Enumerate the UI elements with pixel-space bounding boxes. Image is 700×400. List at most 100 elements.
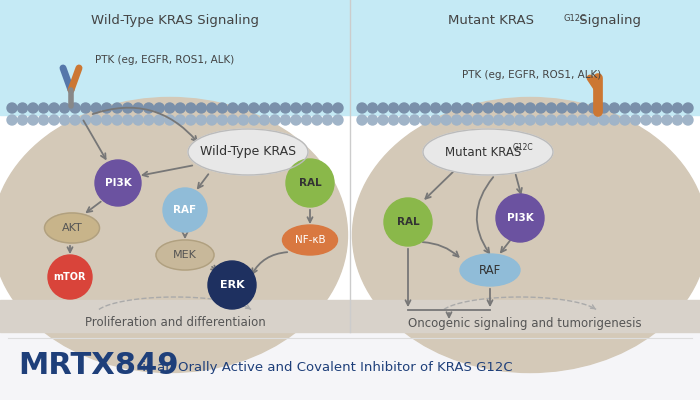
Circle shape	[599, 115, 609, 125]
Circle shape	[164, 115, 175, 125]
Circle shape	[378, 103, 388, 113]
Circle shape	[641, 115, 651, 125]
Bar	[0, 0, 350, 115]
Circle shape	[399, 115, 409, 125]
Circle shape	[175, 103, 186, 113]
Circle shape	[163, 188, 207, 232]
Ellipse shape	[156, 240, 214, 270]
Circle shape	[494, 103, 504, 113]
Circle shape	[620, 103, 630, 113]
Text: is an Orally Active and Covalent Inhibitor of KRAS G12C: is an Orally Active and Covalent Inhibit…	[138, 362, 512, 374]
Bar	[350, 0, 700, 115]
Circle shape	[357, 103, 367, 113]
Circle shape	[18, 115, 27, 125]
Circle shape	[217, 115, 228, 125]
Circle shape	[70, 103, 80, 113]
Circle shape	[302, 103, 312, 113]
Circle shape	[144, 103, 154, 113]
Circle shape	[652, 115, 662, 125]
Text: Mutant KRAS: Mutant KRAS	[448, 14, 534, 27]
Circle shape	[514, 115, 525, 125]
Circle shape	[144, 115, 154, 125]
Circle shape	[102, 115, 111, 125]
Circle shape	[164, 103, 175, 113]
Circle shape	[536, 115, 546, 125]
Circle shape	[154, 103, 164, 113]
Bar	[0, 300, 350, 332]
Circle shape	[60, 115, 69, 125]
Circle shape	[312, 103, 322, 113]
Circle shape	[567, 115, 577, 125]
Circle shape	[546, 115, 556, 125]
Circle shape	[302, 115, 312, 125]
Circle shape	[410, 115, 419, 125]
Circle shape	[217, 103, 228, 113]
Circle shape	[420, 115, 430, 125]
Circle shape	[389, 115, 398, 125]
Circle shape	[384, 198, 432, 246]
Circle shape	[270, 115, 280, 125]
Circle shape	[578, 115, 588, 125]
Circle shape	[281, 115, 290, 125]
Circle shape	[494, 115, 504, 125]
Text: MRTX849: MRTX849	[18, 350, 178, 380]
Circle shape	[483, 103, 493, 113]
Circle shape	[291, 115, 301, 125]
Circle shape	[399, 103, 409, 113]
Circle shape	[60, 103, 69, 113]
Circle shape	[112, 115, 122, 125]
Circle shape	[206, 103, 217, 113]
Circle shape	[49, 115, 59, 125]
Circle shape	[7, 115, 17, 125]
Circle shape	[112, 103, 122, 113]
Text: NF-κB: NF-κB	[295, 235, 326, 245]
Circle shape	[389, 103, 398, 113]
Text: G12C: G12C	[512, 144, 533, 152]
Circle shape	[410, 103, 419, 113]
Ellipse shape	[283, 225, 337, 255]
Text: Oncogenic signaling and tumorigenesis: Oncogenic signaling and tumorigenesis	[408, 316, 642, 330]
Circle shape	[48, 255, 92, 299]
Circle shape	[18, 103, 27, 113]
Circle shape	[483, 115, 493, 125]
Text: Mutant KRAS: Mutant KRAS	[445, 146, 521, 160]
Circle shape	[333, 103, 343, 113]
Circle shape	[133, 115, 144, 125]
Ellipse shape	[353, 98, 700, 372]
Circle shape	[599, 103, 609, 113]
Circle shape	[589, 103, 598, 113]
Circle shape	[196, 103, 206, 113]
Circle shape	[620, 115, 630, 125]
Ellipse shape	[45, 213, 99, 243]
Circle shape	[196, 115, 206, 125]
Circle shape	[323, 103, 332, 113]
Circle shape	[556, 103, 567, 113]
Circle shape	[249, 103, 259, 113]
Ellipse shape	[460, 254, 520, 286]
Circle shape	[91, 115, 101, 125]
Circle shape	[28, 115, 38, 125]
Circle shape	[504, 103, 514, 113]
Circle shape	[260, 115, 270, 125]
Circle shape	[673, 103, 682, 113]
Circle shape	[122, 103, 133, 113]
Circle shape	[683, 115, 693, 125]
Circle shape	[312, 115, 322, 125]
Text: Signaling: Signaling	[575, 14, 641, 27]
Circle shape	[441, 103, 451, 113]
Circle shape	[206, 115, 217, 125]
Circle shape	[38, 103, 48, 113]
Circle shape	[662, 115, 672, 125]
Circle shape	[186, 115, 196, 125]
Bar	[350, 300, 700, 332]
Circle shape	[567, 103, 577, 113]
Circle shape	[378, 115, 388, 125]
Circle shape	[70, 115, 80, 125]
Circle shape	[228, 115, 238, 125]
Circle shape	[504, 115, 514, 125]
Bar	[0, 330, 700, 400]
Text: RAF: RAF	[479, 264, 501, 276]
Circle shape	[186, 103, 196, 113]
Ellipse shape	[0, 98, 347, 372]
Circle shape	[7, 103, 17, 113]
